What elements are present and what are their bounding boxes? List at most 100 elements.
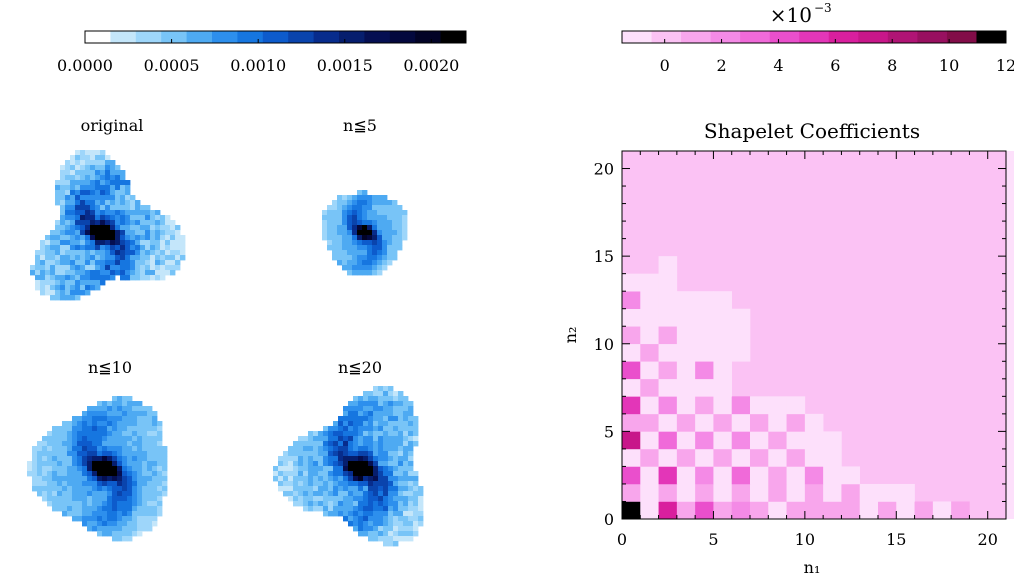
galaxy-pixel [383,516,389,522]
galaxy-pixel [408,446,414,452]
galaxy-pixel [332,235,338,241]
galaxy-pixel [85,180,91,186]
galaxy-pixel [65,170,71,176]
galaxy-pixel [115,165,121,171]
galaxy-pixel [67,481,73,487]
galaxy-pixel [92,501,98,507]
galaxy-pixel [165,245,171,251]
galaxy-pixel [147,486,153,492]
galaxy-pixel [65,225,71,231]
galaxy-pixel [85,240,91,246]
galaxy-pixel [117,471,123,477]
galaxy-pixel [95,220,101,226]
galaxy-pixel [92,486,98,492]
galaxy-pixel [155,210,161,216]
galaxy-pixel [378,411,384,417]
galaxy-pixel [313,441,319,447]
galaxy-pixel [372,200,378,206]
galaxy-pixel [87,476,93,482]
galaxy-pixel [70,200,76,206]
galaxy-pixel [388,396,394,402]
galaxy-pixel [403,401,409,407]
galaxy-pixel [298,441,304,447]
galaxy-pixel [165,255,171,261]
galaxy-pixel [358,446,364,452]
galaxy-pixel [408,471,414,477]
galaxy-pixel [378,491,384,497]
heatmap-cell [804,501,824,520]
galaxy-pixel [120,225,126,231]
galaxy-pixel [72,451,78,457]
galaxy-pixel [367,240,373,246]
heatmap-cell [640,448,659,467]
galaxy-pixel [398,441,404,447]
galaxy-pixel [293,501,299,507]
galaxy-pixel [373,481,379,487]
galaxy-pixel [85,195,91,201]
galaxy-pixel [413,431,419,437]
heatmap-cell [823,501,842,520]
galaxy-pixel [338,466,344,472]
galaxy-pixel [45,265,51,271]
galaxy-pixel [308,481,314,487]
galaxy-pixel [147,496,153,502]
galaxy-pixel [142,486,148,492]
galaxy-pixel [392,225,398,231]
galaxy-pixel [283,491,289,497]
galaxy-pixel [358,501,364,507]
galaxy-pixel [303,486,309,492]
galaxy-pixel [373,511,379,517]
galaxy-pixel [45,240,51,246]
galaxy-pixel [82,431,88,437]
galaxy-pixel [80,250,86,256]
galaxy-pixel [353,406,359,412]
galaxy-pixel [343,431,349,437]
galaxy-pixel [358,401,364,407]
galaxy-pixel [392,240,398,246]
galaxy-pixel [117,456,123,462]
galaxy-pixel [313,461,319,467]
galaxy-pixel [65,175,71,181]
galaxy-pixel [150,270,156,276]
galaxy-pixel [85,155,91,161]
galaxy-pixel [352,240,358,246]
galaxy-pixel [127,426,133,432]
galaxy-pixel [383,441,389,447]
galaxy-pixel [117,501,123,507]
galaxy-pixel [373,411,379,417]
galaxy-pixel [77,476,83,482]
galaxy-pixel [408,476,414,482]
blue-colorbar-tick-label: 0.0020 [403,56,459,75]
galaxy-pixel [393,521,399,527]
galaxy-pixel [127,491,133,497]
galaxy-pixel [72,426,78,432]
galaxy-pixel [52,436,58,442]
heatmap-cell [622,448,641,467]
galaxy-pixel [112,416,118,422]
galaxy-pixel [333,511,339,517]
heatmap-cell [640,273,659,292]
galaxy-pixel [105,190,111,196]
galaxy-pixel [95,170,101,176]
galaxy-pixel [130,210,136,216]
heatmap-cell [676,466,696,485]
galaxy-pixel [152,471,158,477]
galaxy-pixel [142,481,148,487]
galaxy-pixel [373,536,379,542]
galaxy-pixel [132,476,138,482]
galaxy-pixel [408,486,414,492]
galaxy-pixel [132,526,138,532]
galaxy-pixel [162,481,168,487]
galaxy-pixel [102,401,108,407]
galaxy-pixel [117,436,123,442]
galaxy-pixel [155,220,161,226]
galaxy-pixel [155,255,161,261]
galaxy-pixel [117,446,123,452]
heatmap-cell [932,501,952,520]
galaxy-pixel [102,456,108,462]
galaxy-pixel [125,250,131,256]
galaxy-pixel [393,411,399,417]
galaxy-pixel [115,230,121,236]
galaxy-pixel [155,225,161,231]
galaxy-pixel [95,240,101,246]
